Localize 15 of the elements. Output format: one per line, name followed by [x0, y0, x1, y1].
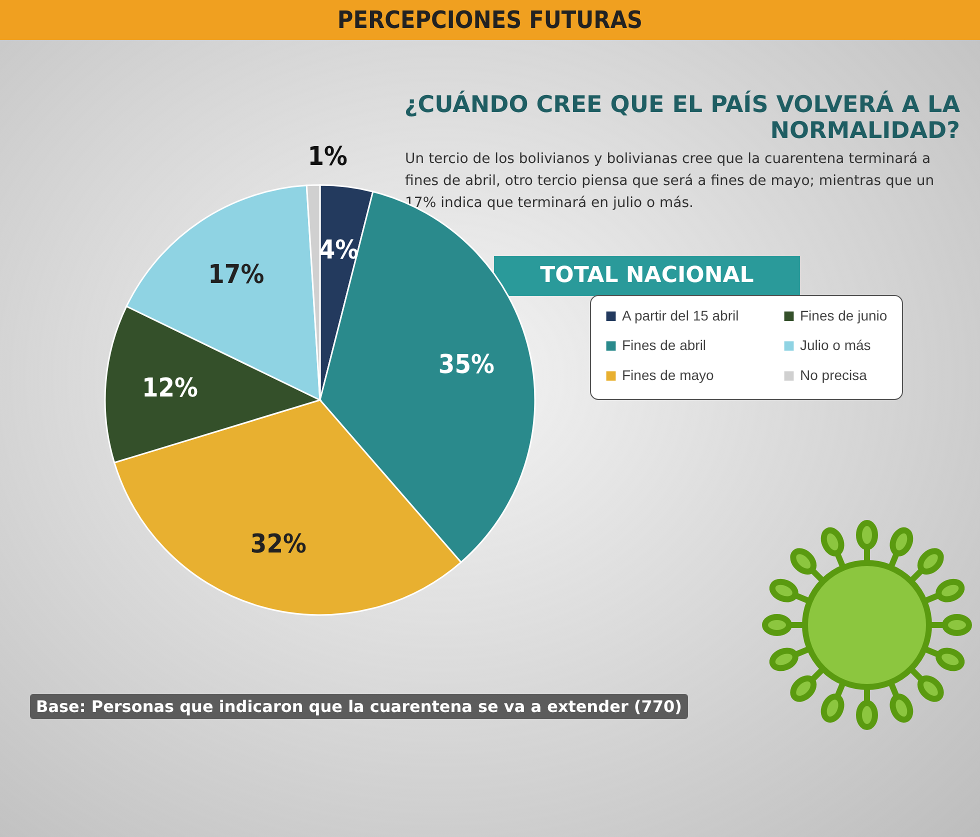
text: TOTAL NACIONAL — [494, 256, 800, 296]
legend-label: Fines de abril — [622, 337, 706, 353]
chart-title: ¿CUÁNDO CREE QUE EL PAÍS VOLVERÁ A LA NORMALIDAD? — [403, 92, 960, 144]
legend-label: Fines de mayo — [622, 367, 714, 383]
legend-label: No precisa — [800, 367, 868, 383]
data-label: 35% — [438, 350, 494, 380]
data-label: 1% — [308, 142, 348, 172]
data-label: 32% — [250, 530, 306, 560]
text: PERCEPCIONES FUTURAS — [0, 0, 980, 40]
legend-label: Julio o más — [800, 337, 871, 353]
legend-label: A partir del 15 abril — [622, 307, 739, 324]
text: Base: Personas que indicaron que la cuarentena se va a extender (770) — [30, 694, 688, 719]
data-label: 12% — [142, 373, 198, 404]
data-label: 17% — [208, 260, 264, 290]
legend-label: Fines de junio — [800, 307, 888, 324]
